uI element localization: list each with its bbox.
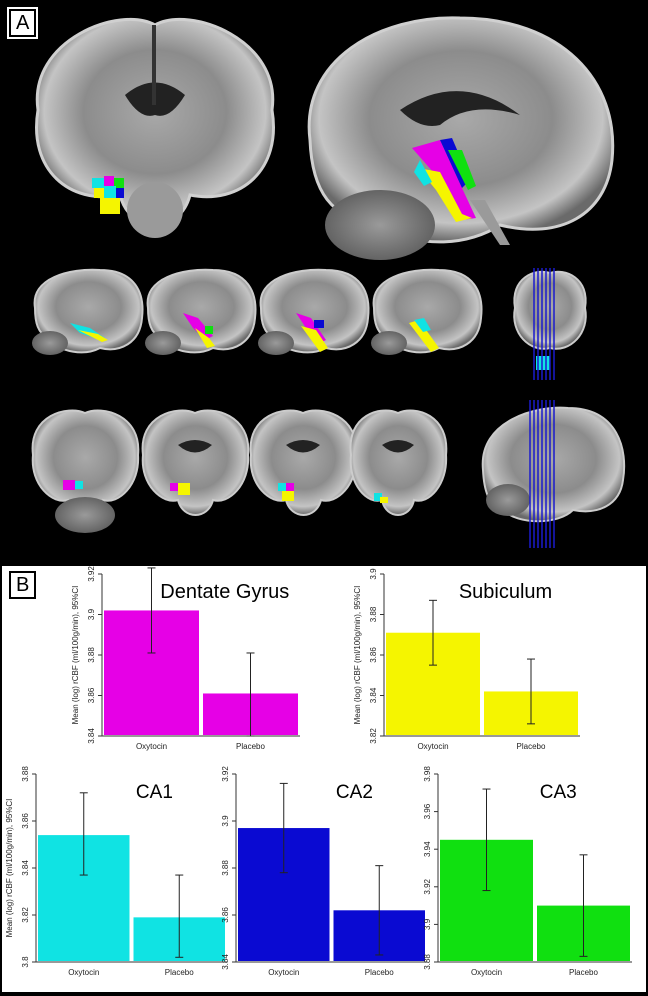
y-axis-label: Mean (log) rCBF (ml/100g/min), 95%CI xyxy=(5,799,14,938)
coronal-locator-small xyxy=(513,268,587,380)
bar-chart-4: 3.88 3.9 3.92 3.94 3.96 3.98 Oxytocin Placebo CA… xyxy=(423,766,632,977)
y-axis-label: Mean (log) rCBF (ml/100g/min), 95%CI xyxy=(353,586,362,725)
y-tick-label: 3.92 xyxy=(423,878,432,894)
chart-title: CA3 xyxy=(540,782,577,803)
y-tick-label: 3.88 xyxy=(221,860,230,876)
y-tick-label: 3.94 xyxy=(423,841,432,857)
bar-charts-canvas: 3.84 3.86 3.88 3.9 3.92 Mean (log) rCBF (ml/1… xyxy=(2,566,646,992)
y-tick-label: 3.92 xyxy=(87,566,96,582)
brain-mri-montage xyxy=(31,16,626,548)
x-tick-label: Oxytocin xyxy=(471,968,502,977)
x-tick-label: Oxytocin xyxy=(136,742,167,751)
y-tick-label: 3.86 xyxy=(87,687,96,703)
y-tick-label: 3.9 xyxy=(221,815,230,827)
y-tick-label: 3.84 xyxy=(21,860,30,876)
y-tick-label: 3.98 xyxy=(423,766,432,782)
y-tick-label: 3.9 xyxy=(369,568,378,580)
y-tick-label: 3.86 xyxy=(221,907,230,923)
sagittal-hippocampus-mask xyxy=(412,138,476,222)
y-tick-label: 3.8 xyxy=(21,956,30,968)
y-axis-label: Mean (log) rCBF (ml/100g/min), 95%CI xyxy=(71,586,80,725)
panel-b-label: B xyxy=(6,569,39,601)
sagittal-row-small xyxy=(32,268,587,380)
y-tick-label: 3.86 xyxy=(369,647,378,663)
bar-chart-1: 3.82 3.84 3.86 3.88 3.9 Mean (log) rCBF (ml/1… xyxy=(353,568,580,751)
chart-title: CA1 xyxy=(136,782,173,803)
coronal-slice-large xyxy=(35,17,275,238)
y-tick-label: 3.9 xyxy=(423,918,432,930)
x-tick-label: Placebo xyxy=(517,742,546,751)
y-tick-label: 3.84 xyxy=(87,728,96,744)
y-tick-label: 3.88 xyxy=(369,606,378,622)
x-tick-label: Placebo xyxy=(365,968,394,977)
panel-a-brain-images: A xyxy=(6,7,626,548)
y-tick-label: 3.86 xyxy=(21,813,30,829)
chart-title: CA2 xyxy=(336,782,373,803)
y-tick-label: 3.82 xyxy=(21,907,30,923)
panel-b-bar-charts: 3.84 3.86 3.88 3.9 3.92 Mean (log) rCBF (ml/1… xyxy=(0,562,648,996)
y-tick-label: 3.84 xyxy=(369,687,378,703)
y-tick-label: 3.92 xyxy=(221,766,230,782)
x-tick-label: Oxytocin xyxy=(417,742,448,751)
coronal-hippocampus-mask xyxy=(92,176,124,214)
y-tick-label: 3.88 xyxy=(423,954,432,970)
chart-title: Subiculum xyxy=(459,581,552,603)
y-tick-label: 3.88 xyxy=(21,766,30,782)
y-tick-label: 3.88 xyxy=(87,647,96,663)
x-tick-label: Placebo xyxy=(236,742,265,751)
bar-chart-3: 3.84 3.86 3.88 3.9 3.92 Oxytocin Placebo CA2 xyxy=(221,766,427,977)
panel-a-label: A xyxy=(6,7,39,39)
x-tick-label: Placebo xyxy=(165,968,194,977)
bar-chart-0: 3.84 3.86 3.88 3.9 3.92 Mean (log) rCBF (ml/1… xyxy=(71,566,300,751)
bar-chart-2: 3.8 3.82 3.84 3.86 3.88 Mean (log) rCBF (ml/1… xyxy=(5,766,227,977)
x-tick-label: Placebo xyxy=(569,968,598,977)
sagittal-locator-small xyxy=(481,400,626,548)
sagittal-slice-large xyxy=(307,16,615,260)
x-tick-label: Oxytocin xyxy=(68,968,99,977)
x-tick-label: Oxytocin xyxy=(268,968,299,977)
chart-title: Dentate Gyrus xyxy=(160,581,289,603)
y-tick-label: 3.84 xyxy=(221,954,230,970)
y-tick-label: 3.82 xyxy=(369,728,378,744)
y-tick-label: 3.9 xyxy=(87,608,96,620)
coronal-row-small xyxy=(31,400,626,548)
y-tick-label: 3.96 xyxy=(423,803,432,819)
